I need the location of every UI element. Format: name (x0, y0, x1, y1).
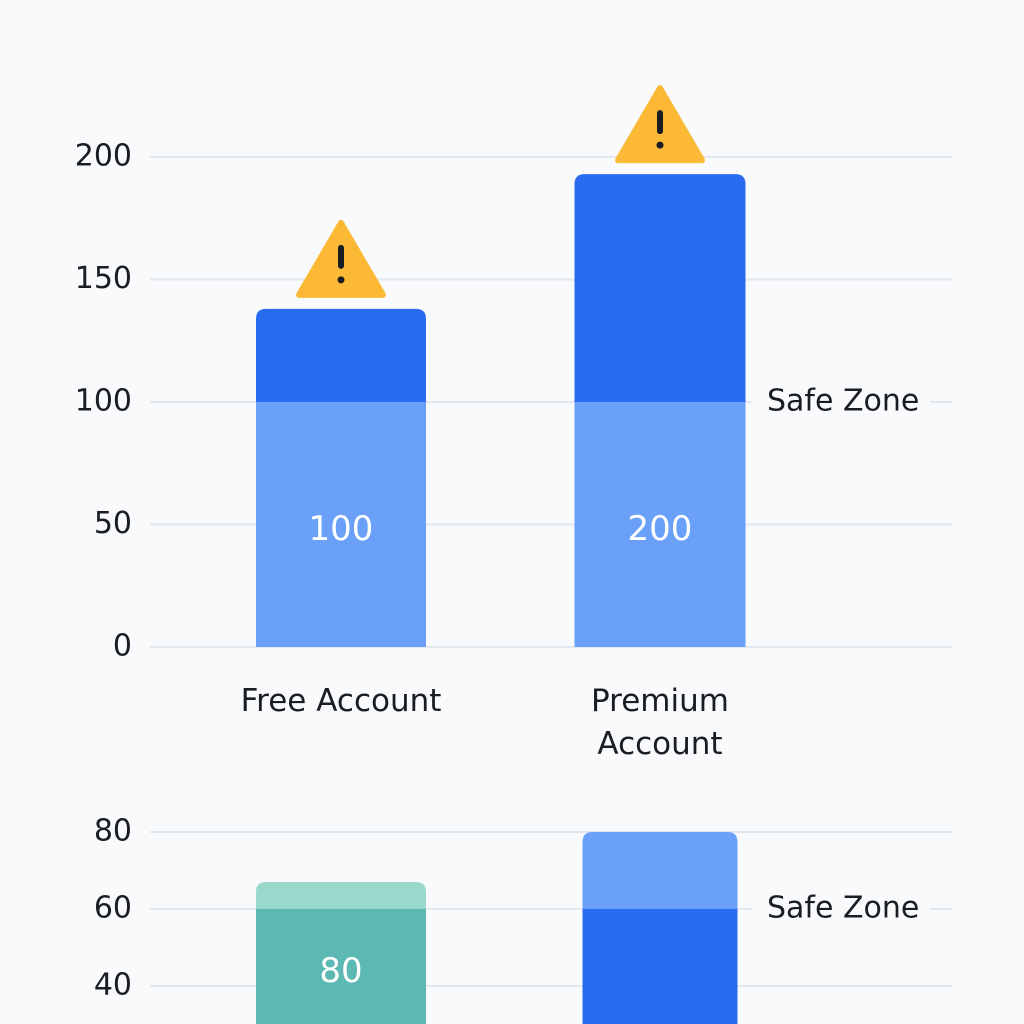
y-tick-label: 50 (94, 506, 132, 541)
bar-upper-segment (574, 174, 746, 402)
x-tick-label: Free Account (240, 683, 442, 719)
bar-upper-segment (256, 882, 426, 909)
bar-inner-label: 200 (628, 509, 693, 549)
warning-mark (657, 110, 663, 135)
bar-lower-segment (582, 909, 738, 1024)
y-tick-label: 60 (94, 891, 132, 926)
warning-dot (656, 141, 664, 149)
bar-lower-segment (256, 402, 426, 647)
warning-mark (338, 244, 344, 269)
bar-lower-segment (574, 402, 746, 647)
threshold-label: Safe Zone (767, 384, 919, 419)
y-tick-label: 200 (75, 139, 132, 174)
warning-dot (337, 276, 345, 284)
bar-inner-label: 100 (309, 509, 374, 549)
bar-upper-segment (582, 832, 738, 909)
x-tick-label: Premium Account (591, 683, 729, 762)
y-tick-label: 100 (75, 384, 132, 419)
y-tick-label: 0 (113, 629, 132, 664)
bar-inner-label: 80 (319, 951, 362, 991)
threshold-label: Safe Zone (767, 891, 919, 926)
y-tick-label: 40 (94, 968, 132, 1003)
bar-upper-segment (256, 308, 426, 402)
y-tick-label: 80 (94, 814, 132, 849)
label-background (752, 380, 930, 424)
y-tick-label: 150 (75, 261, 132, 296)
label-background (752, 887, 930, 931)
bar-lower-segment (256, 909, 426, 1024)
